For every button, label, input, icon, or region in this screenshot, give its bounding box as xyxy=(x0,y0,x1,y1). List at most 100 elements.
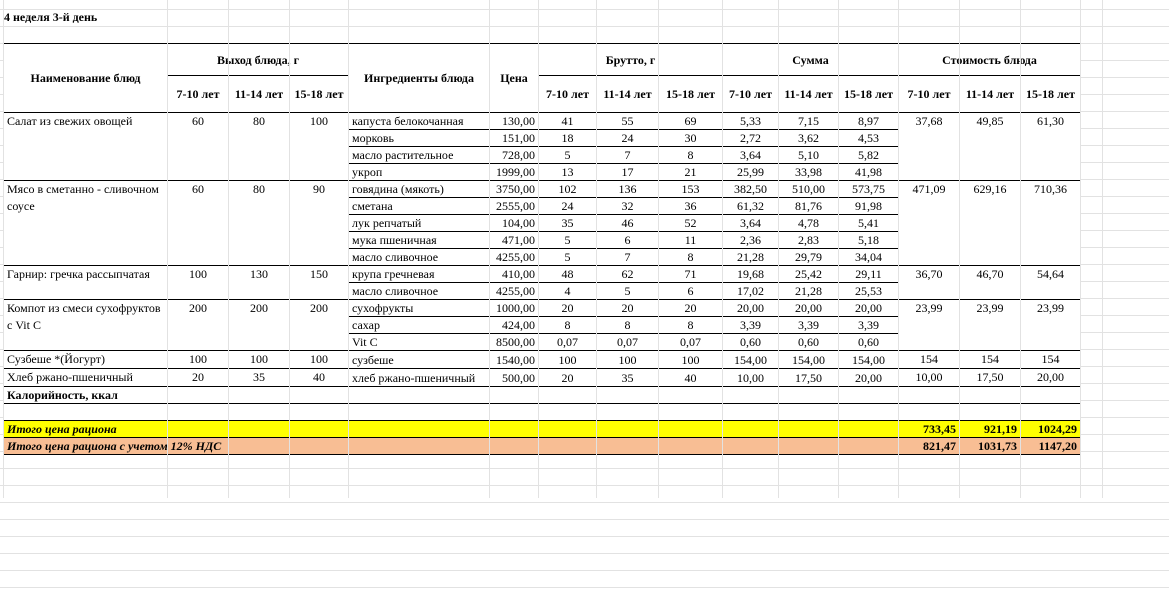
brutto-cell[interactable]: 8 xyxy=(658,248,723,266)
dish-name-cell[interactable]: Салат из свежих овощей xyxy=(3,112,168,181)
sum-cell[interactable]: 0,60 xyxy=(778,333,839,351)
brutto-cell[interactable]: 55 xyxy=(596,112,659,130)
sum-cell[interactable]: 21,28 xyxy=(722,248,779,266)
brutto-cell[interactable]: 21 xyxy=(658,163,723,181)
cost-cell[interactable]: 471,09 xyxy=(898,180,960,266)
brutto-cell[interactable]: 40 xyxy=(658,368,723,387)
sum-cell[interactable]: 20,00 xyxy=(722,299,779,317)
brutto-cell[interactable]: 0,07 xyxy=(538,333,597,351)
sum-cell[interactable]: 5,10 xyxy=(778,146,839,164)
dish-name-cell[interactable]: Сузбеше *(Йогурт) xyxy=(3,350,168,369)
brutto-cell[interactable]: 52 xyxy=(658,214,723,232)
yield-cell[interactable]: 60 xyxy=(167,112,229,181)
sum-cell[interactable]: 25,99 xyxy=(722,163,779,181)
brutto-cell[interactable]: 6 xyxy=(658,282,723,300)
calories-label[interactable]: Калорийность, ккал xyxy=(3,386,539,404)
brutto-cell[interactable]: 5 xyxy=(538,146,597,164)
ingredient-cell[interactable]: масло сливочное xyxy=(348,248,490,266)
sum-cell[interactable]: 3,39 xyxy=(778,316,839,334)
blank-cell[interactable] xyxy=(1020,403,1081,421)
cost-cell[interactable]: 36,70 xyxy=(898,265,960,300)
blank-cell[interactable] xyxy=(959,403,1021,421)
price-cell[interactable]: 424,00 xyxy=(489,316,539,334)
price-cell[interactable]: 3750,00 xyxy=(489,180,539,198)
brutto-cell[interactable]: 20 xyxy=(596,299,659,317)
sum-cell[interactable]: 4,78 xyxy=(778,214,839,232)
yield-cell[interactable]: 90 xyxy=(289,180,349,266)
sum-cell[interactable]: 25,53 xyxy=(838,282,899,300)
calories-cell[interactable] xyxy=(658,386,723,404)
sum-cell[interactable]: 154,00 xyxy=(778,350,839,369)
total-row-empty[interactable] xyxy=(838,420,899,438)
brutto-cell[interactable]: 8 xyxy=(538,316,597,334)
sum-cell[interactable]: 3,62 xyxy=(778,129,839,147)
price-cell[interactable]: 1999,00 xyxy=(489,163,539,181)
brutto-cell[interactable]: 13 xyxy=(538,163,597,181)
sum-cell[interactable]: 5,18 xyxy=(838,231,899,249)
ingredient-cell[interactable]: крупа гречневая xyxy=(348,265,490,283)
sum-cell[interactable]: 510,00 xyxy=(778,180,839,198)
brutto-cell[interactable]: 4 xyxy=(538,282,597,300)
brutto-cell[interactable]: 71 xyxy=(658,265,723,283)
calories-cell[interactable] xyxy=(596,386,659,404)
sum-cell[interactable]: 8,97 xyxy=(838,112,899,130)
yield-cell[interactable]: 130 xyxy=(228,265,290,300)
sum-cell[interactable]: 20,00 xyxy=(838,299,899,317)
total-row-empty[interactable] xyxy=(778,420,839,438)
ingredient-cell[interactable]: лук репчатый xyxy=(348,214,490,232)
dish-name-cell[interactable]: Хлеб ржано-пшеничный xyxy=(3,368,168,387)
brutto-cell[interactable]: 100 xyxy=(596,350,659,369)
price-cell[interactable]: 1540,00 xyxy=(489,350,539,369)
price-cell[interactable]: 500,00 xyxy=(489,368,539,387)
brutto-cell[interactable]: 48 xyxy=(538,265,597,283)
brutto-cell[interactable]: 69 xyxy=(658,112,723,130)
ingredient-cell[interactable]: сухофрукты xyxy=(348,299,490,317)
blank-cell[interactable] xyxy=(3,403,899,421)
ingredient-cell[interactable]: Vit C xyxy=(348,333,490,351)
ingredient-cell[interactable]: укроп xyxy=(348,163,490,181)
price-cell[interactable]: 4255,00 xyxy=(489,248,539,266)
dish-name-cell[interactable]: Гарнир: гречка рассыпчатая xyxy=(3,265,168,300)
sum-cell[interactable]: 19,68 xyxy=(722,265,779,283)
sum-cell[interactable]: 382,50 xyxy=(722,180,779,198)
dish-name-cell[interactable]: Мясо в сметанно - сливочном соусе xyxy=(3,180,168,266)
yield-cell[interactable]: 35 xyxy=(228,368,290,387)
brutto-cell[interactable]: 20 xyxy=(658,299,723,317)
sum-cell[interactable]: 154,00 xyxy=(722,350,779,369)
ingredient-cell[interactable]: сметана xyxy=(348,197,490,215)
price-cell[interactable]: 8500,00 xyxy=(489,333,539,351)
brutto-cell[interactable]: 0,07 xyxy=(596,333,659,351)
cost-cell[interactable]: 61,30 xyxy=(1020,112,1081,181)
sum-cell[interactable]: 154,00 xyxy=(838,350,899,369)
sum-cell[interactable]: 3,64 xyxy=(722,146,779,164)
sum-cell[interactable]: 17,02 xyxy=(722,282,779,300)
brutto-cell[interactable]: 0,07 xyxy=(658,333,723,351)
brutto-cell[interactable]: 102 xyxy=(538,180,597,198)
sum-cell[interactable]: 34,04 xyxy=(838,248,899,266)
sum-cell[interactable]: 573,75 xyxy=(838,180,899,198)
yield-cell[interactable]: 100 xyxy=(289,350,349,369)
sum-cell[interactable]: 3,64 xyxy=(722,214,779,232)
brutto-cell[interactable]: 36 xyxy=(658,197,723,215)
dish-name-cell[interactable]: Компот из смеси сухофруктов с Vit C xyxy=(3,299,168,351)
sum-cell[interactable]: 5,82 xyxy=(838,146,899,164)
brutto-cell[interactable]: 100 xyxy=(658,350,723,369)
yield-cell[interactable]: 20 xyxy=(167,368,229,387)
yield-cell[interactable]: 200 xyxy=(228,299,290,351)
price-cell[interactable]: 728,00 xyxy=(489,146,539,164)
price-cell[interactable]: 1000,00 xyxy=(489,299,539,317)
sum-cell[interactable]: 3,39 xyxy=(838,316,899,334)
calories-empty[interactable] xyxy=(722,386,1081,404)
cost-cell[interactable]: 23,99 xyxy=(959,299,1021,351)
total-row-label[interactable]: Итого цена рациона xyxy=(3,420,779,438)
sum-cell[interactable]: 4,53 xyxy=(838,129,899,147)
ingredient-cell[interactable]: масло сливочное xyxy=(348,282,490,300)
sum-cell[interactable]: 2,83 xyxy=(778,231,839,249)
total-vat-row-empty[interactable] xyxy=(838,437,899,455)
cost-cell[interactable]: 710,36 xyxy=(1020,180,1081,266)
brutto-cell[interactable]: 35 xyxy=(538,214,597,232)
brutto-cell[interactable]: 100 xyxy=(538,350,597,369)
yield-cell[interactable]: 100 xyxy=(167,350,229,369)
cost-cell[interactable]: 20,00 xyxy=(1020,368,1081,387)
sum-cell[interactable]: 21,28 xyxy=(778,282,839,300)
